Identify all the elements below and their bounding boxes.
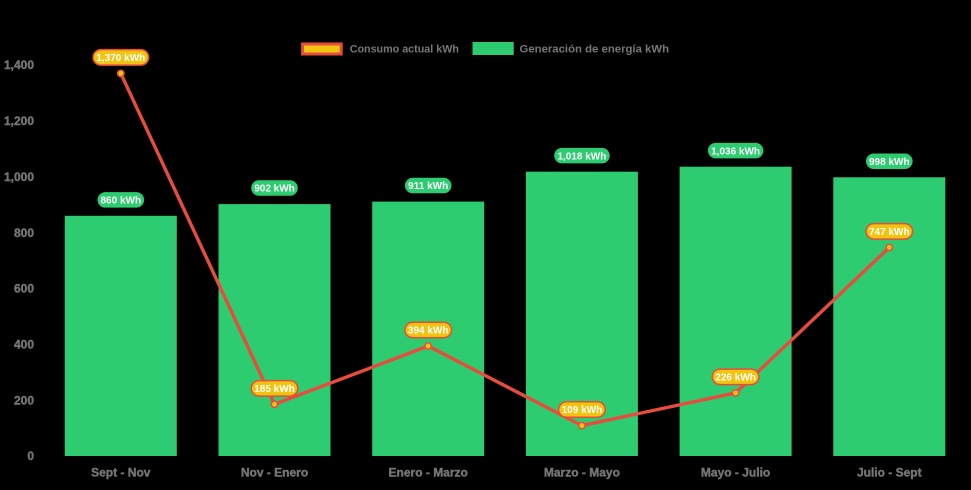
svg-text:1,018 kWh: 1,018 kWh <box>557 151 606 162</box>
svg-text:800: 800 <box>14 226 34 240</box>
svg-text:394 kWh: 394 kWh <box>408 326 449 337</box>
svg-text:1,370 kWh: 1,370 kWh <box>96 53 145 64</box>
svg-text:747 kWh: 747 kWh <box>869 227 910 238</box>
svg-text:400: 400 <box>14 338 34 352</box>
svg-text:Sept - Nov: Sept - Nov <box>91 466 151 480</box>
svg-text:Julio - Sept: Julio - Sept <box>857 466 922 480</box>
svg-text:902 kWh: 902 kWh <box>254 184 295 195</box>
svg-text:Consumo actual kWh: Consumo actual kWh <box>350 44 459 56</box>
svg-text:226 kWh: 226 kWh <box>715 373 756 384</box>
svg-text:0: 0 <box>27 449 34 463</box>
svg-text:998 kWh: 998 kWh <box>869 157 910 168</box>
svg-text:1,200: 1,200 <box>4 114 34 128</box>
svg-text:Nov - Enero: Nov - Enero <box>241 466 308 480</box>
svg-text:185 kWh: 185 kWh <box>254 384 295 395</box>
svg-text:Mayo - Julio: Mayo - Julio <box>701 466 770 480</box>
svg-text:911 kWh: 911 kWh <box>408 181 448 192</box>
svg-text:1,000: 1,000 <box>4 170 34 184</box>
svg-text:600: 600 <box>14 282 34 296</box>
svg-text:Marzo - Mayo: Marzo - Mayo <box>544 466 620 480</box>
svg-text:1,400: 1,400 <box>4 58 34 72</box>
svg-text:200: 200 <box>14 393 34 407</box>
svg-text:860 kWh: 860 kWh <box>101 195 142 206</box>
svg-text:109 kWh: 109 kWh <box>562 405 603 416</box>
svg-text:1,036 kWh: 1,036 kWh <box>711 146 760 157</box>
svg-text:Generación de energía kWh: Generación de energía kWh <box>520 44 670 56</box>
svg-text:Enero - Marzo: Enero - Marzo <box>389 466 468 480</box>
